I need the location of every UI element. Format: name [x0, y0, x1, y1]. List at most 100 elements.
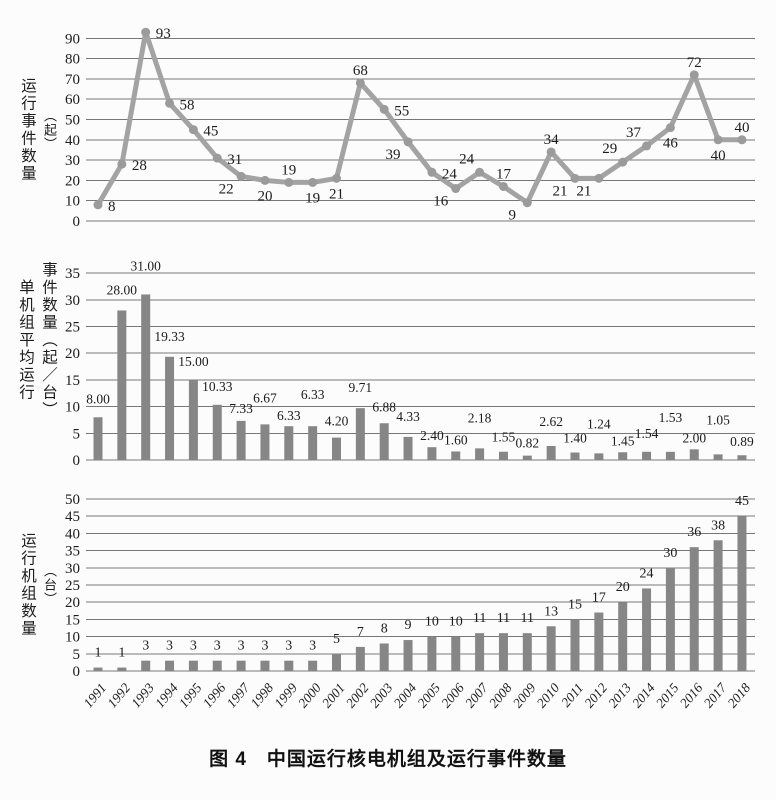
bar: [188, 660, 198, 671]
y-tick-label: 40: [65, 526, 80, 542]
data-label: 6.33: [301, 387, 325, 402]
bar: [665, 451, 675, 460]
y-tick-label: 10: [65, 630, 80, 646]
bar: [188, 379, 198, 460]
data-label: 2.62: [539, 414, 563, 429]
data-label: 1.54: [635, 426, 659, 441]
bar: [308, 660, 318, 671]
data-label: 37: [626, 125, 642, 141]
data-point: [117, 159, 127, 169]
data-label: 3: [190, 639, 197, 654]
bar: [93, 417, 103, 460]
data-point: [522, 198, 532, 208]
data-label: 24: [442, 166, 458, 182]
data-label: 20: [616, 580, 630, 595]
x-tick-label: 1996: [200, 680, 229, 711]
y-tick-label: 20: [65, 346, 80, 362]
x-tick-label: 1999: [271, 680, 300, 711]
data-label: 2.18: [468, 410, 492, 425]
bar: [475, 448, 485, 460]
data-point: [141, 27, 151, 37]
data-point: [737, 135, 747, 145]
bar: [689, 547, 699, 671]
ylabel-operating-events-unit: （起）: [42, 109, 57, 151]
y-tick-label: 35: [65, 266, 80, 282]
data-point: [93, 200, 103, 210]
ylabel-events-per-unit-col-right: 事件数量（起／台）: [40, 261, 57, 419]
x-tick-label: 1992: [104, 680, 133, 711]
data-label: 4.20: [325, 414, 349, 429]
data-label: 15: [568, 597, 582, 612]
data-label: 3: [309, 639, 316, 654]
figure-caption: 图 4 中国运行核电机组及运行事件数量: [209, 749, 567, 770]
y-tick-label: 40: [65, 133, 80, 149]
data-label: 22: [219, 181, 234, 197]
data-point: [379, 104, 389, 114]
y-tick-label: 25: [65, 320, 80, 336]
bar: [737, 455, 747, 460]
bar: [284, 660, 294, 671]
y-tick-label: 15: [65, 373, 80, 389]
data-label: 3: [166, 639, 173, 654]
bar: [546, 626, 556, 671]
y-tick-label: 20: [65, 595, 80, 611]
y-tick-label: 30: [65, 293, 80, 309]
y-tick-label: 0: [73, 214, 81, 230]
x-tick-label: 2001: [319, 680, 348, 710]
bar: [403, 436, 413, 460]
ylabel-operating-units: 运行机组数量: [19, 532, 36, 638]
data-label: 3: [285, 639, 292, 654]
y-tick-label: 30: [65, 561, 80, 577]
data-point: [332, 173, 341, 183]
data-label: 0.82: [515, 436, 539, 451]
data-label: 68: [353, 63, 368, 79]
data-label: 45: [203, 124, 218, 140]
data-label: 36: [687, 525, 701, 540]
data-label: 1.45: [611, 433, 635, 448]
data-label: 17: [592, 591, 606, 606]
data-label: 21: [553, 183, 568, 199]
data-label: 3: [142, 639, 149, 654]
bar: [117, 310, 127, 460]
data-label: 21: [329, 186, 344, 202]
bar: [403, 640, 413, 671]
bar: [498, 633, 508, 671]
data-label: 31: [227, 152, 242, 168]
data-label: 45: [735, 494, 749, 509]
bar: [236, 660, 246, 671]
ylabel-operating-events: 运行事件数量: [19, 77, 36, 183]
y-tick-label: 35: [65, 544, 80, 560]
data-label: 19.33: [154, 329, 185, 344]
data-point: [618, 157, 628, 167]
bar: [141, 660, 151, 671]
data-label: 7.33: [229, 401, 253, 416]
x-tick-label: 2009: [510, 680, 539, 711]
data-point: [284, 177, 294, 187]
data-label: 24: [640, 566, 654, 581]
line-series: [95, 29, 745, 208]
bar: [332, 437, 341, 460]
y-tick-label: 20: [65, 173, 80, 189]
data-label: 28.00: [107, 282, 138, 297]
data-label: 93: [156, 26, 171, 42]
bar: [427, 447, 437, 460]
data-label: 13: [544, 604, 558, 619]
x-tick-label: 2004: [391, 680, 420, 711]
data-label: 40: [734, 120, 749, 136]
x-tick-label: 2011: [558, 680, 586, 710]
data-point: [308, 177, 318, 187]
data-label: 55: [394, 103, 409, 119]
bar: [308, 426, 318, 460]
data-label: 40: [711, 148, 726, 164]
data-label: 72: [687, 55, 702, 71]
data-label: 0.89: [730, 434, 754, 449]
bar: [713, 454, 723, 460]
data-point: [546, 147, 556, 157]
data-label: 17: [496, 166, 512, 182]
data-label: 1.60: [444, 432, 468, 447]
bar: [642, 588, 652, 671]
bar: [713, 540, 723, 671]
data-label: 1.24: [587, 416, 611, 431]
